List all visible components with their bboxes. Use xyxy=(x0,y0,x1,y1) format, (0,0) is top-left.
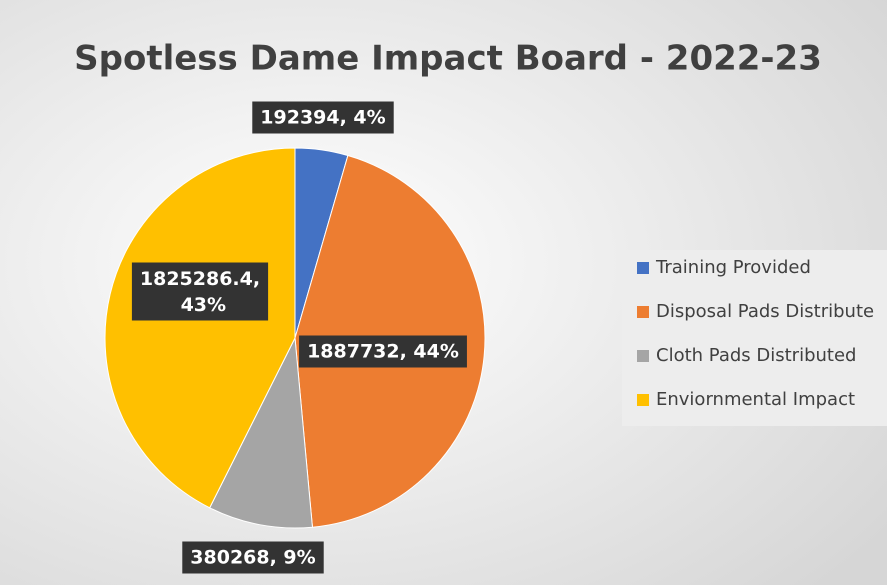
data-label-line: 43% xyxy=(174,294,226,316)
data-label-box xyxy=(299,335,467,368)
data-label-box xyxy=(252,101,394,134)
chart-title: Spotless Dame Impact Board - 2022-23 xyxy=(74,39,822,79)
pie-slice xyxy=(104,147,296,509)
pie-slice xyxy=(209,336,313,529)
legend-label: Training Provided xyxy=(655,257,811,278)
legend-label: Disposal Pads Distribute xyxy=(656,301,874,322)
legend-label: Cloth Pads Distributed xyxy=(656,345,856,366)
data-label: 1887732, 44% xyxy=(307,341,459,363)
legend-swatch xyxy=(637,350,649,362)
legend-swatch xyxy=(637,306,649,318)
data-label-group: 380268, 9% xyxy=(182,541,324,574)
data-label: 380268, 9% xyxy=(190,547,315,569)
data-label: 192394, 4% xyxy=(260,107,385,129)
legend-swatch xyxy=(637,394,649,406)
legend-swatch xyxy=(637,262,649,274)
data-label: 1825286.4, 43% xyxy=(140,268,260,316)
legend-box xyxy=(622,250,887,426)
data-label-line: 1825286.4, xyxy=(140,268,260,290)
data-label-group: 1887732, 44% xyxy=(299,335,467,368)
data-label-box xyxy=(131,262,269,321)
legend-label: Enviornmental Impact xyxy=(656,389,855,410)
data-label-box xyxy=(182,541,324,574)
data-label-group: 192394, 4% xyxy=(252,101,394,134)
data-label-group: 1825286.4, 43% xyxy=(131,262,269,321)
